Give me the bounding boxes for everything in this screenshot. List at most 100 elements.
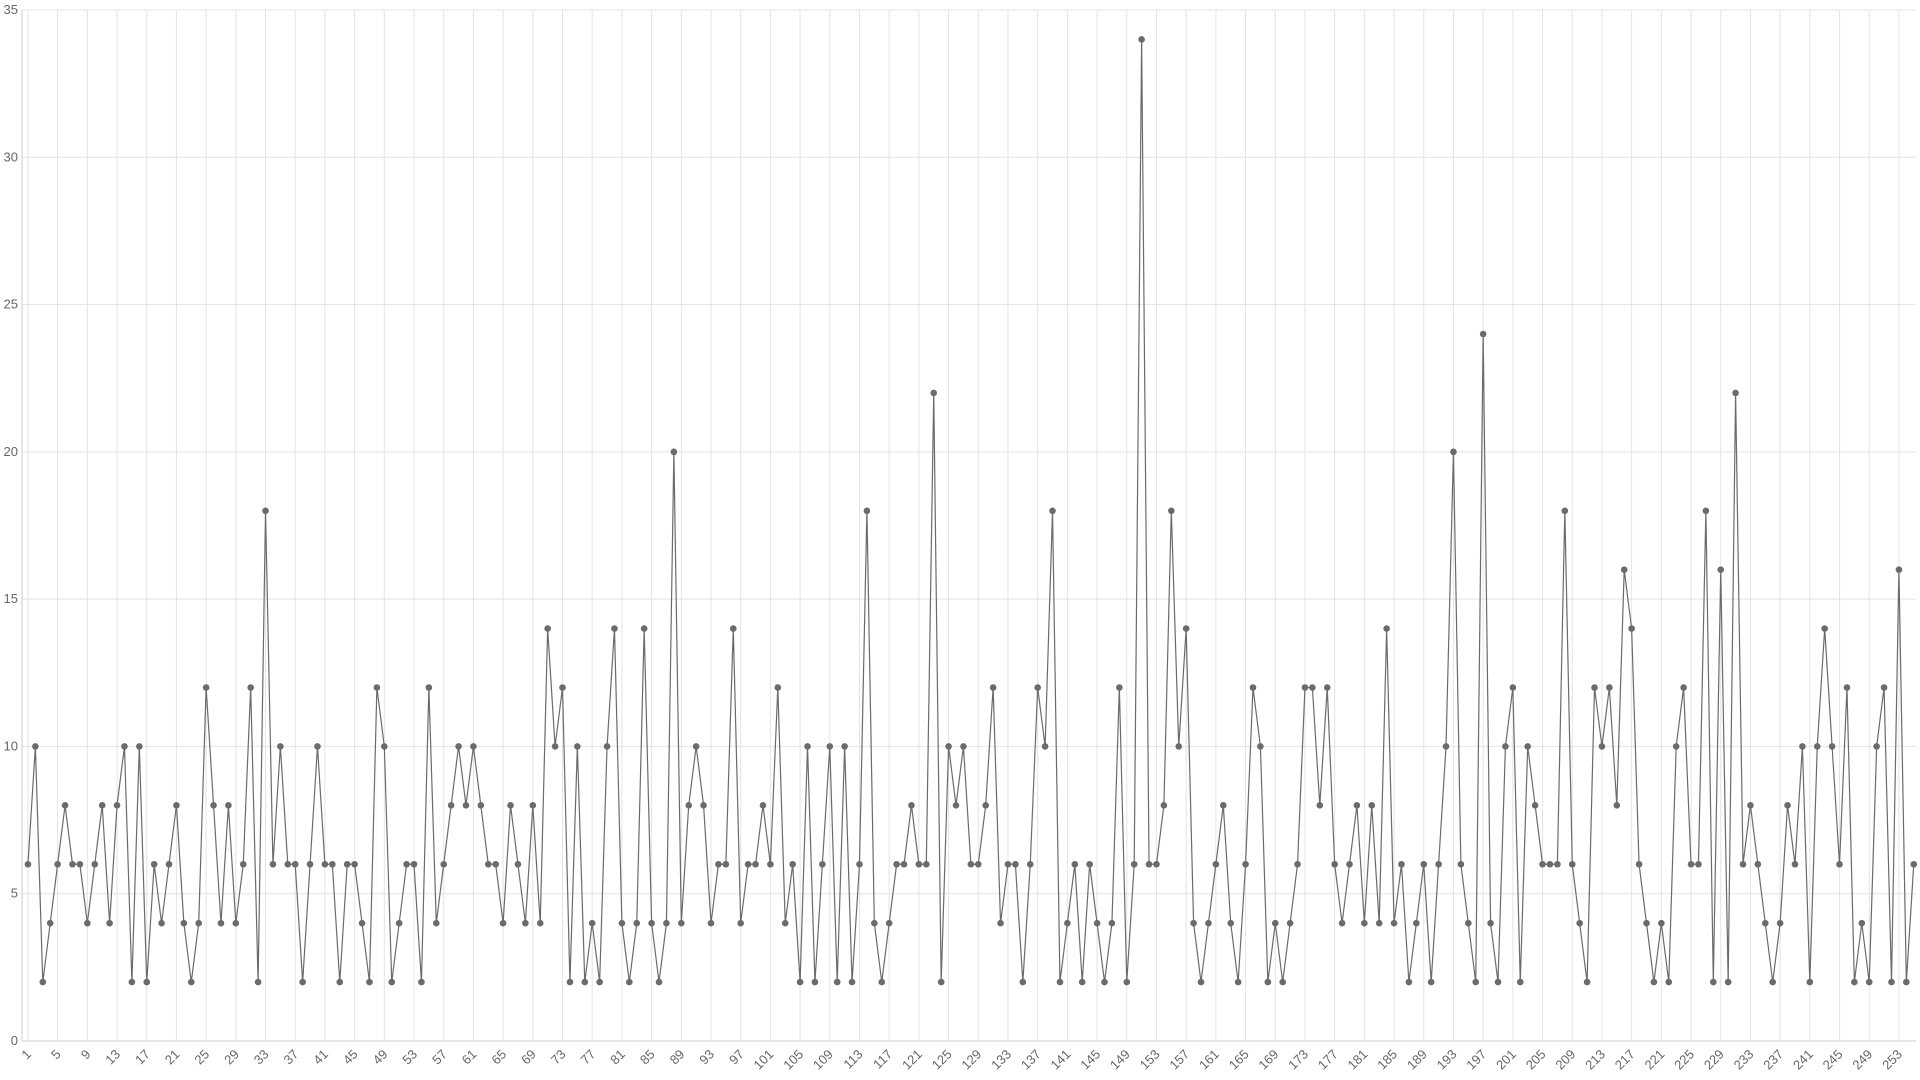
point [841,743,848,750]
point [774,684,782,691]
x-tick-label: 89 [667,1047,688,1068]
point [1004,860,1012,868]
point [915,860,923,868]
point [321,860,329,868]
point [1516,978,1524,986]
point [781,919,789,927]
point [1620,566,1628,573]
point [1375,919,1383,927]
x-tick-label: 137 [1018,1047,1044,1073]
point [1865,978,1873,986]
point [685,802,693,809]
x-tick-label: 177 [1315,1047,1341,1073]
point [1732,389,1739,397]
point [566,978,574,986]
point [1271,919,1279,927]
point [729,625,737,632]
point [1160,802,1168,809]
point [848,978,856,986]
point [1286,919,1294,927]
point [470,743,477,750]
point [232,919,240,927]
point [655,978,663,986]
x-tick-label: 197 [1463,1047,1489,1073]
point [91,860,99,868]
point [447,802,455,809]
line [27,39,1915,983]
point [1791,860,1799,868]
x-tick-label: 129 [958,1047,984,1073]
point [128,978,136,986]
y-tick-label: 0 [11,1033,18,1048]
point [1205,919,1212,927]
point [1405,978,1413,986]
point [106,919,113,927]
point [343,860,351,868]
point [878,978,886,986]
x-tick-label: 17 [132,1047,153,1068]
point [202,684,210,691]
x-tick-label: 173 [1285,1047,1311,1073]
point [432,919,440,927]
point [381,743,388,750]
x-tick-label: 205 [1523,1047,1549,1073]
x-tick-label: 121 [899,1047,925,1073]
point [1717,566,1725,573]
point [1257,743,1264,750]
point [136,743,143,750]
point [1665,978,1673,986]
point [1086,860,1093,868]
point [1123,978,1131,986]
point [46,919,54,927]
point [603,743,611,750]
x-tick-label: 13 [102,1047,123,1068]
point [952,802,960,809]
point [893,860,900,868]
point [1175,743,1183,750]
point [945,743,952,750]
point [707,919,715,927]
x-tick-label: 153 [1137,1047,1163,1073]
point [418,978,425,986]
point [1828,743,1836,750]
point [1635,860,1643,868]
point [1442,743,1450,750]
point [1026,860,1034,868]
point [1034,684,1041,691]
x-tick-label: 201 [1493,1047,1519,1073]
x-tick-label: 229 [1701,1047,1727,1073]
x-tick-label: 65 [488,1047,509,1068]
point [217,919,225,927]
point [291,860,299,868]
point [1153,860,1160,868]
x-tick-label: 209 [1552,1047,1578,1073]
point [640,625,648,632]
point [596,978,603,986]
point [477,802,485,809]
point [989,684,997,691]
x-tick-label: 157 [1166,1047,1192,1073]
point [1093,919,1101,927]
point [440,860,448,868]
x-tick-label: 237 [1760,1047,1786,1073]
point [1754,860,1762,868]
x-tick-label: 25 [191,1047,212,1068]
point [1502,743,1509,750]
point [1450,448,1457,456]
point [856,860,863,868]
point [113,802,121,809]
y-tick-label: 25 [4,297,18,312]
x-tick-label: 145 [1077,1047,1103,1073]
point [1821,625,1828,632]
point [358,919,366,927]
point [1101,978,1108,986]
point [1168,507,1175,515]
y-tick-label: 5 [11,886,18,901]
x-tick-label: 85 [637,1047,658,1068]
point [1858,919,1866,927]
x-tick-label: 213 [1582,1047,1608,1073]
point [484,860,492,868]
point [1776,919,1784,927]
point [960,743,967,750]
point [1799,743,1806,750]
